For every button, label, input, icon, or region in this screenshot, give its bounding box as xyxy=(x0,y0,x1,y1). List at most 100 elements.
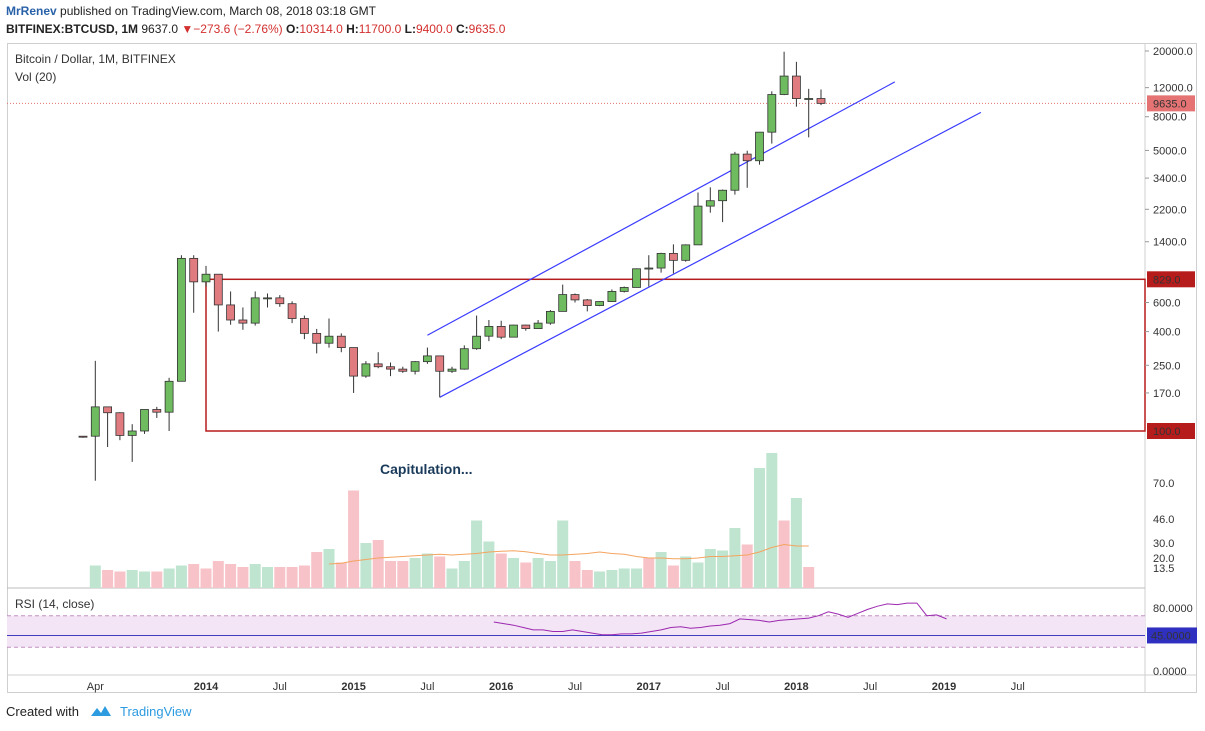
volume-bar xyxy=(803,567,815,588)
candle-up xyxy=(607,291,617,302)
candle-up xyxy=(410,361,420,372)
volume-bar xyxy=(704,549,716,588)
price-tick-label: 170.0 xyxy=(1153,388,1181,400)
candle-down xyxy=(189,257,199,283)
price-label-box xyxy=(1147,271,1195,288)
time-tick-label: Jul xyxy=(716,681,730,693)
candle-up xyxy=(509,324,518,338)
volume-tick-label: 30.0 xyxy=(1153,538,1174,550)
volume-bar xyxy=(114,571,126,588)
volume-bar xyxy=(729,528,741,588)
symbol-label: BITFINEX:BTCUSD, 1M xyxy=(6,22,138,36)
candle-up xyxy=(127,430,137,436)
time-tick-label: Jul xyxy=(1011,681,1025,693)
volume-bar xyxy=(643,558,655,588)
rsi-tick-label: 80.0000 xyxy=(1153,603,1193,615)
volume-bar xyxy=(544,561,556,588)
volume-bar xyxy=(372,540,384,588)
main-pane-title: Bitcoin / Dollar, 1M, BITFINEX xyxy=(15,52,176,66)
volume-tick-label: 20.0 xyxy=(1153,553,1174,565)
low-value: 9400.0 xyxy=(415,22,453,36)
price-tick-label: 1400.0 xyxy=(1153,237,1187,249)
candle-down xyxy=(386,366,395,370)
time-tick-label: Jul xyxy=(273,681,287,693)
volume-bar xyxy=(262,567,273,588)
time-tick-label: 2017 xyxy=(637,681,661,693)
candle-down xyxy=(78,435,88,438)
price-label-text: 829.0 xyxy=(1153,274,1181,286)
volume-bar xyxy=(102,570,114,588)
rsi-level-label: 45.0000 xyxy=(1151,630,1191,642)
volume-bar xyxy=(335,562,347,588)
capitulation-annotation: Capitulation... xyxy=(380,461,473,477)
open-label: O: xyxy=(286,22,300,36)
chart-canvas[interactable]: 20000.0 12000.0 8000.0 5000.0 3400.0 2200.0 14… xyxy=(7,43,1197,693)
time-tick-label: Apr xyxy=(87,681,104,693)
candle-down xyxy=(287,303,297,319)
close-label: C: xyxy=(456,22,469,36)
price-tick-label: 600.0 xyxy=(1153,297,1181,309)
volume-bar xyxy=(606,570,618,588)
range-box xyxy=(205,278,1146,432)
volume-bar xyxy=(520,562,532,588)
created-with-text: Created with xyxy=(6,704,79,719)
price-tick-label: 250.0 xyxy=(1153,360,1181,372)
candle-up xyxy=(779,75,789,95)
candle-down xyxy=(398,368,408,372)
candle-up xyxy=(140,409,149,432)
high-label: H: xyxy=(346,22,359,36)
candle-up xyxy=(767,94,777,133)
tradingview-logo-icon xyxy=(89,704,113,721)
candle-down xyxy=(792,75,801,99)
change-value: −273.6 (−2.76%) xyxy=(193,22,283,36)
candle-up xyxy=(632,268,641,288)
volume-bar xyxy=(200,568,212,588)
volume-bar xyxy=(397,561,409,588)
candle-up xyxy=(533,322,543,329)
price-tick-label: 5000.0 xyxy=(1153,145,1187,157)
volume-bar xyxy=(360,543,372,588)
price-tick-label: 2200.0 xyxy=(1153,204,1187,216)
tradingview-link[interactable]: TradingView xyxy=(120,704,192,719)
candle-up xyxy=(176,257,186,382)
volume-tick-label: 70.0 xyxy=(1153,478,1174,490)
volume-bar xyxy=(680,556,692,588)
candle-down xyxy=(496,325,506,338)
candle-up xyxy=(546,310,555,324)
candle-down xyxy=(226,304,236,321)
chart-area[interactable]: 20000.0 12000.0 8000.0 5000.0 3400.0 2200.0 14… xyxy=(7,43,1197,693)
volume-bar xyxy=(175,565,187,588)
time-tick-label: 2016 xyxy=(489,681,513,693)
volume-bar xyxy=(594,571,606,588)
volume-bar xyxy=(446,568,458,588)
candle-up xyxy=(164,380,174,413)
author-link[interactable]: MrRenev xyxy=(6,4,57,18)
volume-bar xyxy=(532,558,544,588)
volume-bar xyxy=(692,562,704,588)
candle-up xyxy=(730,153,740,191)
volume-bar xyxy=(385,561,396,588)
time-tick-label: Jul xyxy=(568,681,582,693)
low-label: L: xyxy=(404,22,416,36)
candle-down xyxy=(349,347,359,377)
candle-up xyxy=(804,98,814,100)
price-tick-label: 12000.0 xyxy=(1153,83,1193,95)
volume-bar xyxy=(212,561,224,588)
price-tick-label: 3400.0 xyxy=(1153,173,1187,185)
time-tick-label: 2014 xyxy=(194,681,219,693)
candle-down xyxy=(299,318,309,334)
volume-bar xyxy=(434,556,446,588)
candle-up xyxy=(595,301,604,306)
volume-bar xyxy=(348,490,360,588)
channel-line-lower xyxy=(439,111,982,398)
candle-down xyxy=(115,412,125,436)
candle-down xyxy=(582,299,592,306)
price-tick-label: 8000.0 xyxy=(1153,112,1187,124)
volume-bar xyxy=(139,571,150,588)
volume-bar xyxy=(778,520,790,588)
volume-bar xyxy=(766,453,778,588)
candle-up xyxy=(755,131,764,162)
price-label-box xyxy=(1147,423,1195,439)
volume-bar xyxy=(249,564,261,588)
rsi-tick-label: 0.0000 xyxy=(1153,666,1187,678)
